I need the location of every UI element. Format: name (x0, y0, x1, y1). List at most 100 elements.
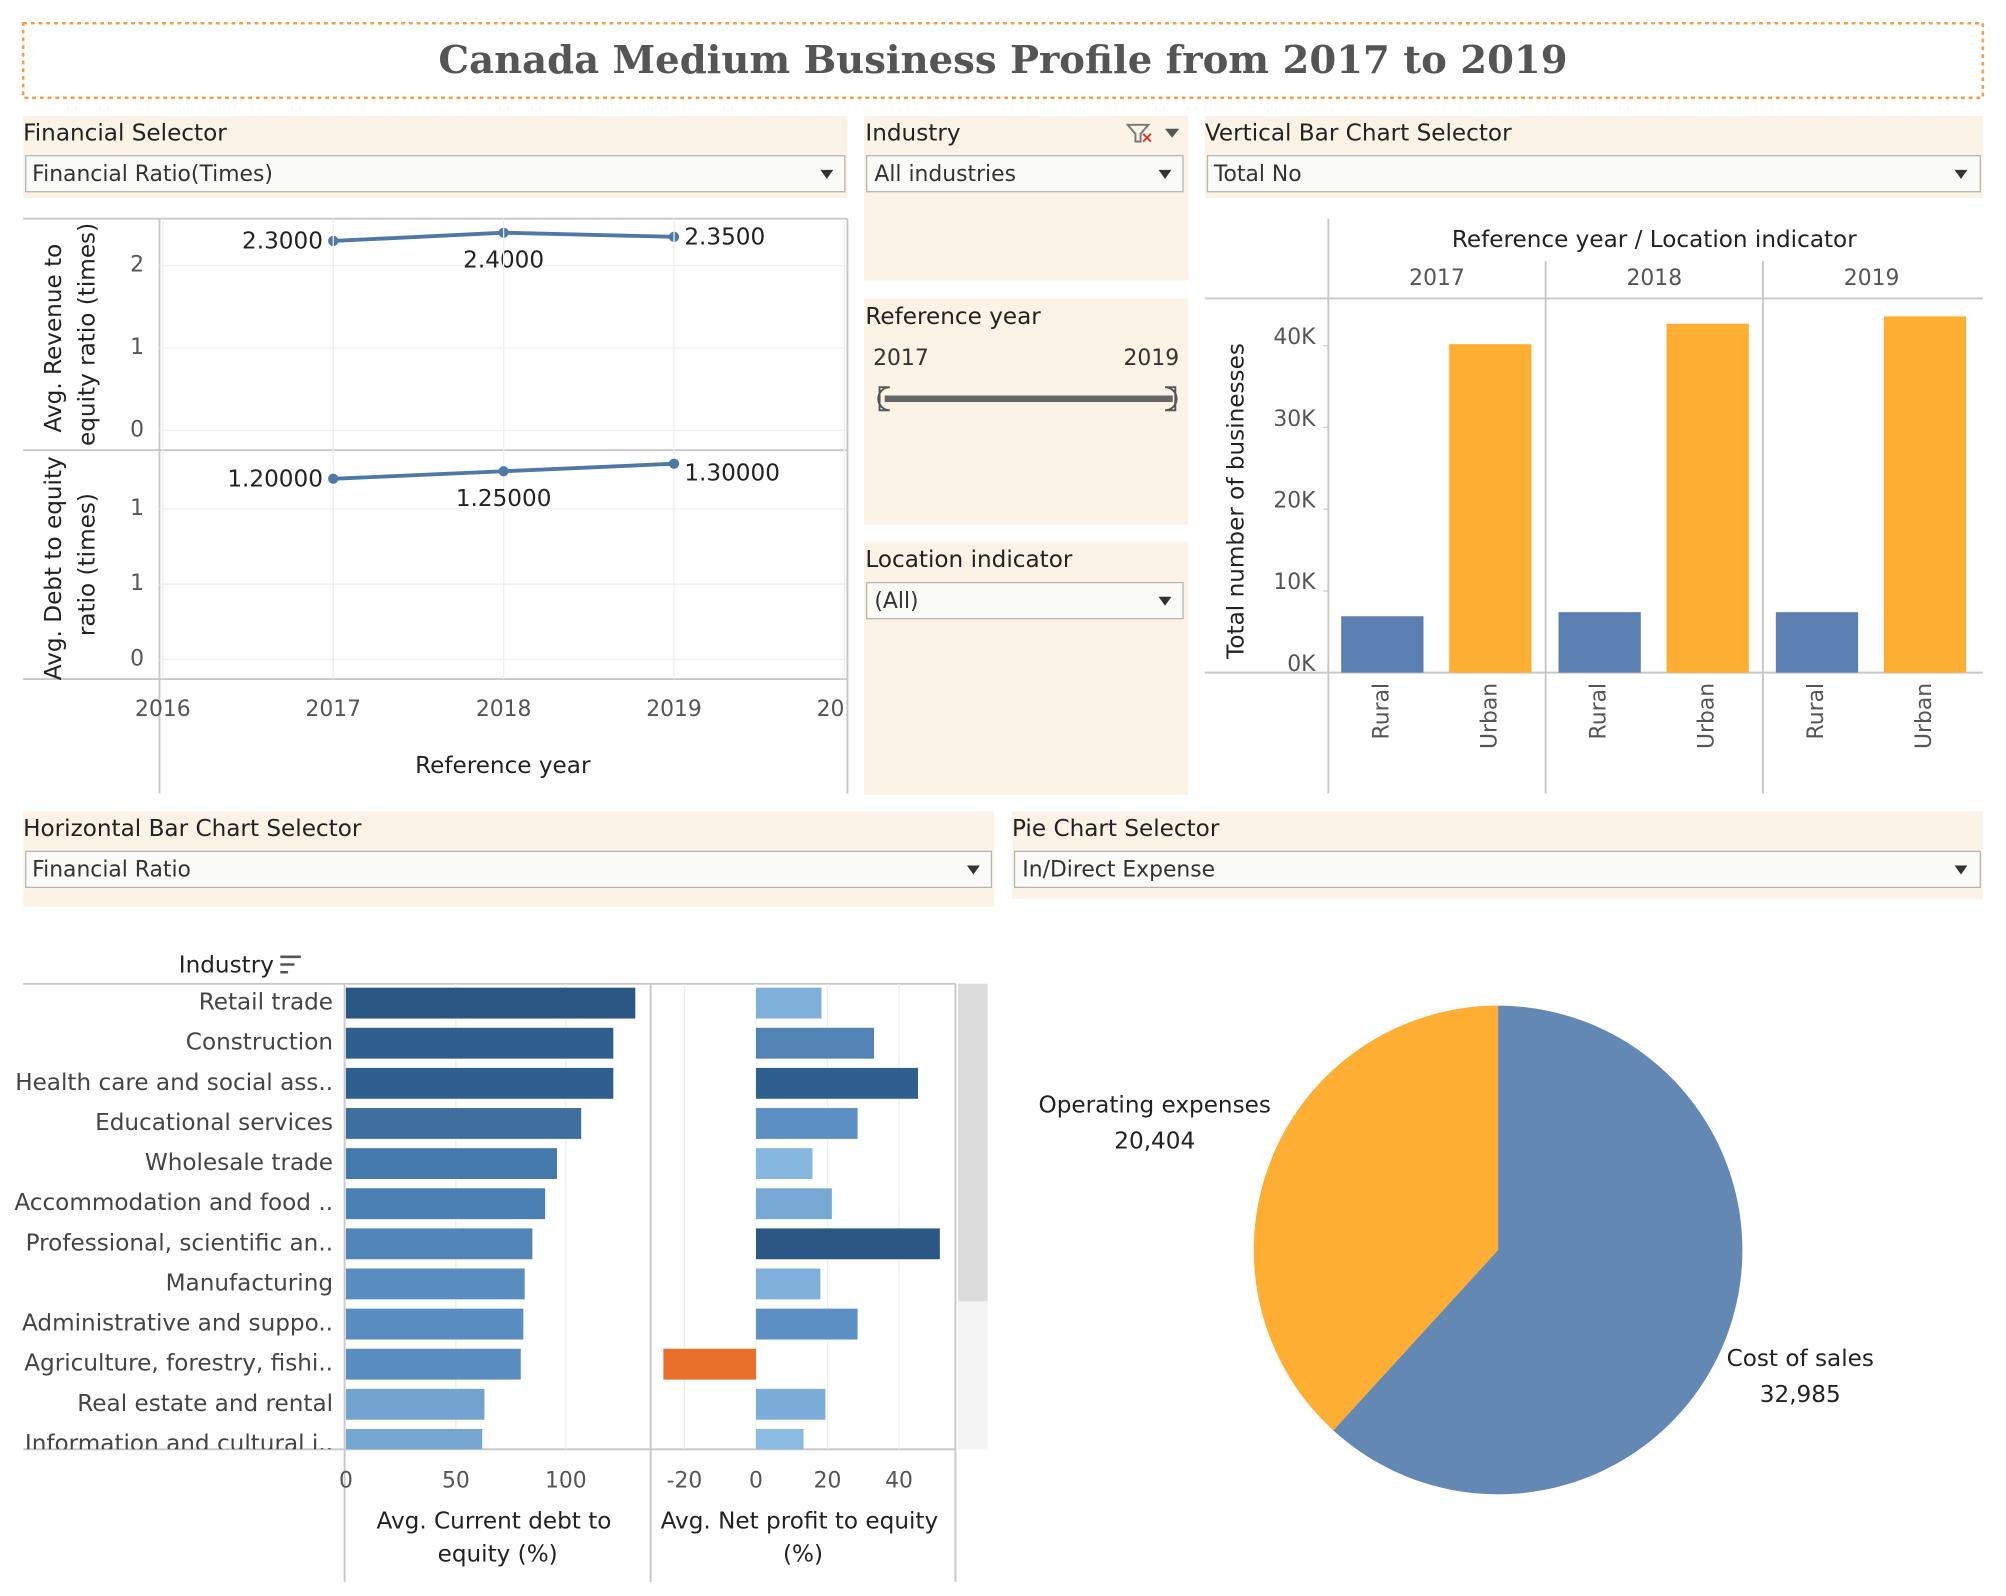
bar (756, 1428, 804, 1450)
title-box (21, 21, 1985, 100)
x-tick-label: 100 (545, 1468, 587, 1493)
category-label: Administrative and suppo.. (22, 1311, 333, 1337)
category-label: Educational services (95, 1110, 333, 1136)
x-tick-label: -20 (667, 1468, 703, 1493)
y-tick-label: 1 (130, 335, 144, 360)
x-tick-label: 2018 (476, 697, 532, 722)
dropdown[interactable] (866, 155, 1184, 193)
y-tick-label: 2 (130, 253, 144, 278)
bar (756, 1388, 826, 1420)
group-label: 2018 (1626, 266, 1682, 291)
bar (345, 1188, 546, 1220)
bar (345, 1027, 614, 1059)
dropdown[interactable] (1013, 850, 1981, 889)
bar (345, 987, 636, 1019)
bar (345, 1268, 525, 1300)
bar (1775, 612, 1859, 673)
x-axis-label: Avg. Current debt to equity (%) (376, 1508, 618, 1567)
group-label: 2017 (1409, 266, 1465, 291)
category-label: Agriculture, forestry, fishi.. (24, 1351, 333, 1377)
pie-slice (1253, 1005, 1499, 1431)
bar (1883, 316, 1967, 673)
x-axis-label: Avg. Net profit to equity (%) (661, 1508, 946, 1567)
dropdown[interactable] (866, 581, 1184, 620)
bar (756, 987, 822, 1019)
dropdown-value: Financial Ratio (32, 858, 191, 883)
x-tick-label: 0 (749, 1468, 763, 1493)
data-label: 2.3000 (242, 229, 323, 255)
bar (663, 1348, 757, 1380)
slice-label: Cost of sales (1727, 1346, 1874, 1372)
slider-handle[interactable] (1164, 386, 1178, 412)
bar (345, 1108, 582, 1139)
bar (756, 1067, 919, 1099)
bar (756, 1188, 832, 1220)
data-label: 2.3500 (684, 225, 765, 251)
dropdown[interactable] (25, 850, 993, 889)
dropdown-arrow[interactable] (1954, 169, 1968, 179)
filter-label: Vertical Bar Chart Selector (1205, 120, 1512, 146)
y-tick-label: 0K (1287, 652, 1316, 677)
x-tick-label: 2016 (135, 697, 191, 722)
filter-label: Financial Selector (23, 120, 227, 146)
category-label: Health care and social ass.. (15, 1070, 333, 1096)
slider-max: 2019 (1124, 346, 1180, 371)
x-tick-label: 20 (814, 1468, 842, 1493)
x-tick-label: 50 (442, 1468, 470, 1493)
bar (345, 1228, 533, 1260)
group-label: 2019 (1844, 266, 1900, 291)
pie-slice (1333, 1005, 1743, 1495)
bar (1558, 612, 1641, 673)
bar (345, 1148, 558, 1180)
bar (345, 1388, 485, 1420)
y-tick-label: 1 (130, 571, 144, 596)
category-label: Accommodation and food .. (14, 1190, 333, 1216)
slider-handle[interactable] (877, 386, 890, 412)
y-tick-label: 0 (130, 646, 144, 671)
y-tick-label: 1 (130, 496, 144, 521)
bar (756, 1228, 940, 1260)
y-axis-label: Avg. Debt to equity ratio (times) (41, 449, 100, 680)
bar (345, 1348, 521, 1380)
bar (345, 1308, 524, 1340)
line-panel: 2016 2017 2018 2019 2020 (135, 218, 873, 722)
chart-title: Reference year / Location indicator (1452, 227, 1857, 253)
category-label: Urban (1912, 683, 1937, 749)
dropdown-arrow[interactable] (1158, 169, 1172, 179)
dropdown-arrow[interactable] (820, 169, 834, 179)
category-label: Construction (186, 1030, 333, 1056)
panel (864, 541, 1189, 795)
bar (345, 1067, 614, 1099)
scrollbar-thumb[interactable] (957, 983, 988, 1302)
x-tick-label: 2020 (817, 697, 873, 722)
panel (864, 298, 1189, 525)
data-label: 1.30000 (684, 461, 780, 487)
dropdown-value: In/Direct Expense (1022, 858, 1215, 883)
bar (345, 1428, 483, 1450)
dropdown[interactable] (1206, 155, 1981, 193)
y-axis-label: Total number of businesses (1224, 343, 1250, 660)
sort-icon[interactable] (280, 955, 301, 974)
x-tick-label: 0 (339, 1468, 353, 1493)
menu-arrow[interactable] (1165, 128, 1180, 138)
category-label: Urban (1695, 683, 1720, 749)
filter-label: Industry (865, 120, 960, 146)
bar (1449, 344, 1532, 673)
dropdown[interactable] (25, 155, 846, 193)
slider-label: Reference year (865, 304, 1041, 330)
category-label: Professional, scientific an.. (26, 1230, 333, 1256)
category-label: Rural (1369, 683, 1394, 740)
dropdown-value: Financial Ratio(Times) (32, 162, 273, 187)
category-label: Rural (1804, 683, 1829, 740)
dropdown-arrow[interactable] (966, 865, 980, 875)
dropdown-value: (All) (874, 589, 918, 614)
column-header: Industry (179, 952, 274, 978)
line-panel (159, 265, 847, 432)
x-axis-label: Reference year (415, 753, 591, 779)
clear-filter-icon[interactable] (1125, 123, 1151, 143)
bar (756, 1268, 821, 1300)
dropdown-arrow[interactable] (1158, 596, 1172, 606)
category-label: Real estate and rental (77, 1391, 333, 1417)
dropdown-arrow[interactable] (1954, 865, 1968, 875)
clear-filter-icon[interactable] (1142, 133, 1152, 143)
